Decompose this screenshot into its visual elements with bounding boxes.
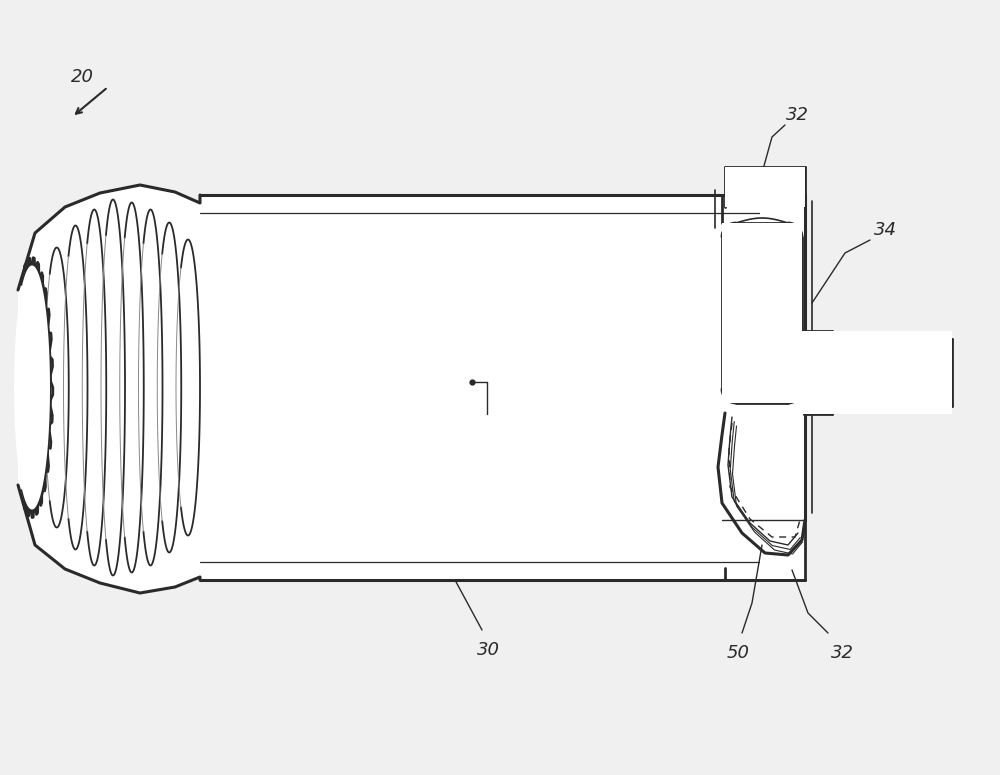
Polygon shape (760, 195, 805, 580)
Polygon shape (18, 185, 200, 593)
Text: 30: 30 (477, 641, 500, 659)
Text: 20: 20 (70, 68, 94, 86)
Text: 50: 50 (726, 644, 750, 662)
Polygon shape (14, 266, 50, 509)
Polygon shape (800, 330, 952, 415)
Polygon shape (722, 223, 802, 403)
Polygon shape (725, 167, 805, 207)
Polygon shape (200, 195, 760, 580)
Text: 34: 34 (874, 221, 896, 239)
Text: 32: 32 (830, 644, 854, 662)
Text: 32: 32 (786, 106, 808, 124)
